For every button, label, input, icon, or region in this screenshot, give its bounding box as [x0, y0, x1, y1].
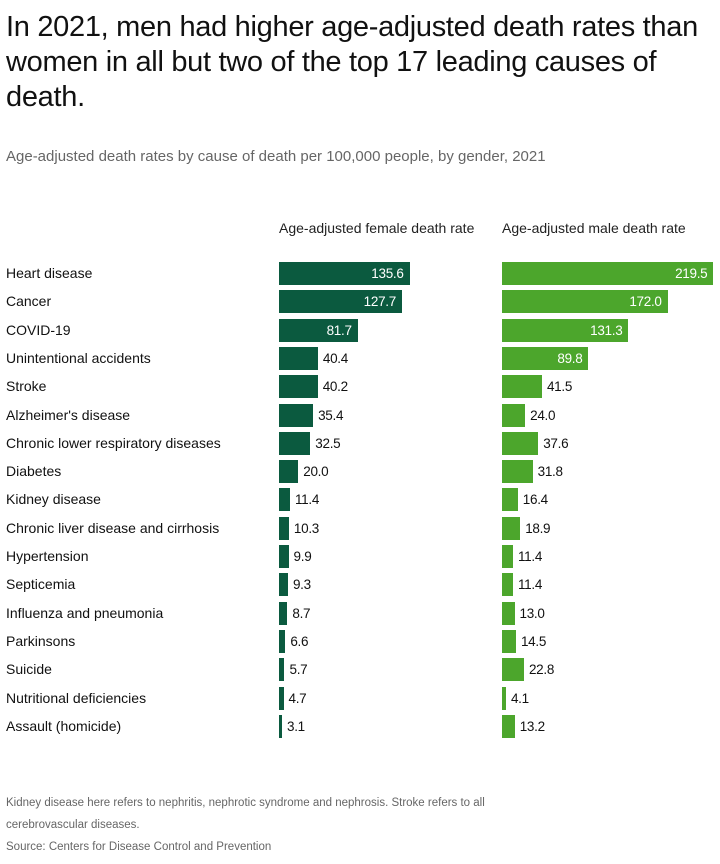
male-bar: [502, 318, 629, 342]
male-bar: [502, 545, 513, 568]
male-value-label: 18.9: [525, 520, 551, 536]
female-value-label: 4.7: [288, 690, 307, 706]
female-bar: [279, 601, 288, 625]
male-value-label: 22.8: [528, 662, 555, 678]
footnote-line-1: Kidney disease here refers to nephritis,…: [6, 797, 485, 809]
female-value-label: 135.6: [371, 266, 404, 281]
male-bar: [502, 460, 533, 484]
male-value-label: 89.8: [557, 350, 583, 366]
male-value-label: 13.2: [519, 718, 545, 734]
category-label: Influenza and pneumonia: [6, 604, 164, 621]
category-label: Hypertension: [6, 548, 89, 564]
female-bar: [279, 403, 314, 427]
male-bar: [502, 686, 506, 710]
male-value-label: 14.5: [520, 633, 547, 649]
female-value-label: 32.5: [315, 435, 341, 451]
category-label: Stroke: [6, 378, 47, 395]
male-bar: [502, 658, 524, 682]
female-value-label: 3.1: [286, 718, 305, 734]
category-label: Septicemia: [6, 576, 76, 593]
category-label: Chronic liver disease and cirrhosis: [6, 519, 220, 536]
male-value-label: 11.4: [517, 577, 543, 593]
female-value-label: 20.0: [303, 464, 329, 480]
male-value-label: 13.0: [519, 605, 545, 621]
female-value-label: 9.3: [292, 577, 311, 593]
female-bar: [279, 460, 299, 484]
male-bar: [502, 431, 539, 455]
category-label: Kidney disease: [6, 491, 101, 508]
female-bar: [279, 686, 284, 710]
male-value-label: 37.6: [543, 435, 569, 451]
male-bar: [502, 403, 526, 427]
female-bar: [279, 262, 410, 285]
female-value-label: 11.4: [294, 492, 320, 508]
male-value-label: 131.3: [590, 322, 623, 338]
male-value-label: 4.1: [510, 690, 529, 706]
female-bar: [279, 629, 286, 653]
category-label: Parkinsons: [6, 632, 76, 649]
female-bar: [279, 573, 288, 597]
female-value-label: 6.6: [290, 633, 309, 649]
female-bar: [279, 488, 290, 512]
category-label: COVID-19: [6, 321, 71, 338]
female-bar: [279, 346, 318, 370]
female-value-label: 5.7: [289, 662, 308, 678]
category-label: Assault (homicide): [6, 717, 122, 734]
category-label: Nutritional deficiencies: [6, 689, 147, 706]
female-bar: [279, 658, 285, 682]
female-value-label: 40.2: [322, 379, 348, 395]
female-value-label: 40.4: [322, 350, 348, 366]
male-value-label: 24.0: [530, 407, 556, 423]
female-bar: [279, 290, 402, 314]
male-bar: [502, 601, 515, 625]
female-bar: [279, 516, 289, 540]
female-bar: [279, 545, 289, 568]
male-value-label: 31.8: [537, 464, 563, 480]
male-value-label: 16.4: [522, 492, 548, 508]
male-bar: [502, 629, 516, 653]
male-bar: [502, 714, 515, 738]
male-bar: [502, 262, 714, 285]
category-label: Alzheimer's disease: [6, 406, 131, 423]
category-label: Heart disease: [6, 265, 93, 281]
female-value-label: 81.7: [326, 322, 352, 338]
category-label: Diabetes: [6, 463, 62, 480]
male-bar: [502, 346, 589, 370]
male-bar: [502, 516, 521, 540]
female-value-label: 35.4: [318, 407, 344, 423]
source-note: Source: Centers for Disease Control and …: [6, 841, 272, 853]
male-bar: [502, 290, 668, 314]
female-value-label: 10.3: [293, 520, 319, 536]
category-label: Chronic lower respiratory diseases: [6, 434, 221, 451]
female-column-header: Age-adjusted female death rate: [279, 220, 475, 236]
chart-subtitle: Age-adjusted death rates by cause of dea…: [6, 148, 546, 165]
category-label: Suicide: [6, 661, 52, 678]
female-bar: [279, 375, 318, 399]
female-value-label: 8.7: [292, 605, 311, 621]
female-bar: [279, 714, 282, 738]
category-label: Cancer: [6, 293, 52, 310]
footnote-line-2: cerebrovascular diseases.: [6, 819, 140, 831]
female-bar: [279, 431, 311, 455]
category-label: Unintentional accidents: [6, 349, 151, 366]
female-bar: [279, 318, 358, 342]
male-bar: [502, 488, 518, 512]
male-value-label: 11.4: [517, 549, 543, 564]
male-column-header: Age-adjusted male death rate: [502, 220, 686, 236]
male-bar: [502, 573, 513, 597]
male-bar: [502, 375, 542, 399]
chart-title: In 2021, men had higher age-adjusted dea…: [6, 11, 698, 113]
male-value-label: 219.5: [675, 266, 708, 281]
male-value-label: 172.0: [629, 294, 662, 310]
female-value-label: 127.7: [363, 294, 397, 310]
male-value-label: 41.5: [546, 379, 573, 395]
female-value-label: 9.9: [293, 549, 312, 564]
